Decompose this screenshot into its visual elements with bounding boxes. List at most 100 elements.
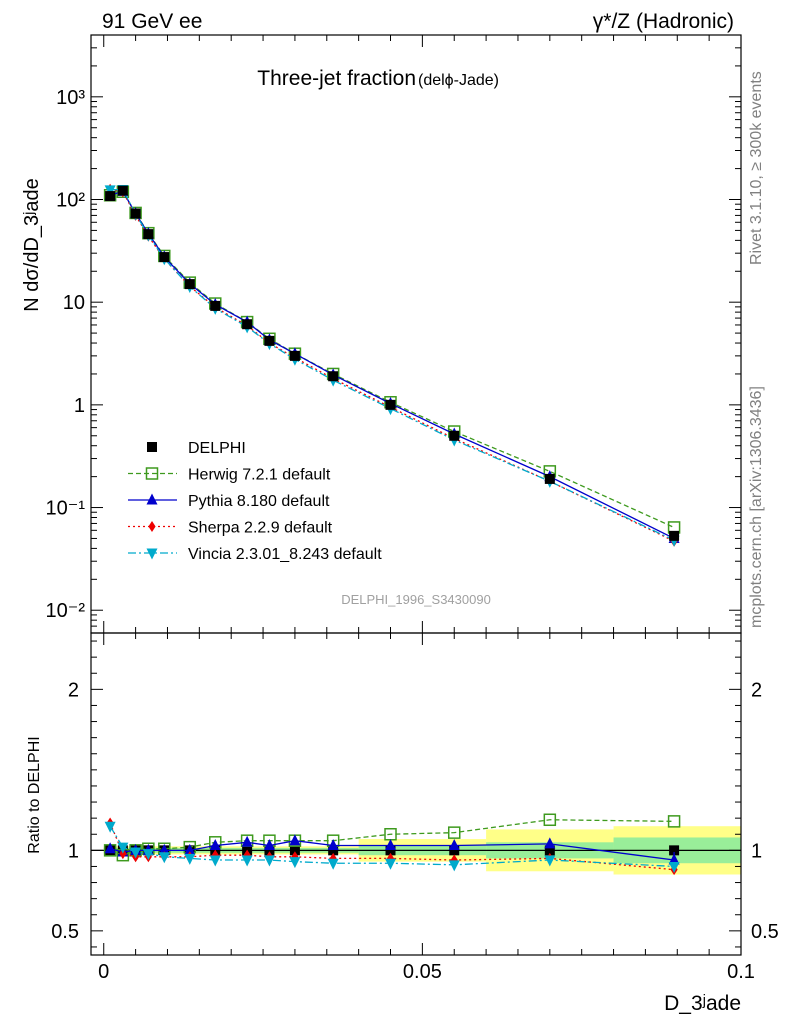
data-point (264, 845, 275, 856)
data-point (264, 335, 275, 346)
data-point (117, 185, 128, 196)
data-point (328, 845, 339, 856)
data-point (184, 853, 196, 865)
legend-label: Pythia 8.180 default (188, 493, 330, 510)
data-point (184, 843, 196, 855)
data-point (104, 821, 116, 833)
data-point (104, 185, 116, 197)
legend-item: Sherpa 2.2.9 default (128, 520, 333, 537)
data-point (448, 860, 460, 872)
data-point (385, 845, 396, 856)
legend-label: DELPHI (188, 440, 246, 457)
data-point (669, 530, 680, 541)
data-point (146, 493, 158, 505)
data-point (289, 834, 301, 846)
data-point (184, 279, 195, 290)
data-point (327, 839, 339, 851)
data-point (117, 842, 129, 854)
data-point (105, 191, 116, 202)
data-point (449, 845, 460, 856)
y-tick-label: 10² (56, 189, 85, 211)
legend-label: Vincia 2.3.01_8.243 default (188, 546, 382, 563)
main-y-axis-label: N dσ/dD_3ʲade (21, 178, 43, 311)
analysis-label: DELPHI_1996_S3430090 (341, 592, 491, 607)
data-point (210, 300, 221, 311)
ratio-panel: 0 0.05 0.1 0.5 0.5 1 1 2 2 Ratio to DELPHI D_3ʲa… (26, 632, 779, 1015)
data-point (104, 842, 116, 854)
data-point (448, 839, 460, 851)
series-pythia (104, 184, 680, 543)
series-line (109, 822, 675, 871)
x-axis-label: D_3ʲade (664, 992, 741, 1015)
data-point (385, 858, 397, 870)
data-point (327, 858, 339, 870)
data-point (158, 843, 170, 855)
ratio-series-layer (103, 813, 681, 876)
legend-label: Herwig 7.2.1 default (188, 467, 331, 484)
data-point (447, 826, 461, 839)
data-point (544, 473, 555, 484)
data-point (209, 855, 221, 867)
series-vincia (104, 821, 680, 873)
chart-title-suffix: (delϕ-Jade) (418, 72, 499, 89)
data-point (669, 845, 680, 856)
data-point (289, 350, 300, 361)
data-point (328, 371, 339, 382)
legend-label: Sherpa 2.2.9 default (188, 520, 333, 537)
y-tick-label: 10 (63, 292, 85, 314)
data-point (148, 521, 156, 532)
legend: DELPHI Herwig 7.2.1 default Pythia 8.180 d… (128, 440, 382, 563)
data-point (667, 815, 681, 828)
y-tick-label: 10³ (56, 87, 85, 109)
data-point (544, 845, 555, 856)
data-point (543, 813, 557, 827)
legend-item: Vincia 2.3.01_8.243 default (128, 546, 382, 563)
data-point (145, 467, 159, 480)
data-point (211, 849, 219, 861)
data-point (385, 399, 396, 410)
header-right-label: γ*/Z (Hadronic) (593, 10, 734, 33)
data-point (142, 849, 154, 861)
data-point (544, 855, 556, 867)
x-tick-label: 0.05 (403, 961, 442, 983)
ratio-y-axis-label: Ratio to DELPHI (26, 736, 43, 853)
main-panel: 10⁻² 10⁻¹ 1 10 10² 10³ Three-jet fraction (de… (21, 34, 742, 634)
data-point (263, 855, 275, 867)
x-tick-label: 0.1 (727, 961, 755, 983)
y-tick-label-right: 2 (751, 679, 762, 701)
legend-item: Herwig 7.2.1 default (128, 467, 331, 484)
x-tick-label: 0 (98, 961, 109, 983)
mcplots-label: mcplots.cern.ch [arXiv:1306.3436] (748, 386, 765, 628)
header-left-label: 91 GeV ee (102, 10, 202, 33)
y-tick-label: 1 (68, 840, 79, 862)
y-tick-label: 10⁻² (46, 600, 86, 622)
data-point (289, 845, 300, 856)
data-point (209, 839, 221, 851)
y-tick-label: 0.5 (51, 921, 79, 943)
data-point (146, 548, 158, 560)
main-frame (90, 34, 742, 634)
series-delphi (105, 185, 680, 541)
main-series-layer (103, 183, 681, 547)
data-point (289, 857, 301, 869)
data-point (130, 208, 141, 219)
data-point (668, 853, 680, 865)
series-line (110, 188, 675, 541)
series-line (109, 190, 675, 540)
y-tick-label-right: 1 (751, 840, 762, 862)
legend-item: DELPHI (147, 440, 246, 457)
data-point (241, 835, 253, 847)
chart-title: Three-jet fraction (257, 67, 416, 90)
data-point (449, 430, 460, 441)
data-point (544, 837, 556, 849)
y-tick-label: 1 (74, 395, 85, 417)
data-point (143, 229, 154, 240)
series-pythia (104, 834, 680, 869)
y-tick-label: 10⁻¹ (46, 498, 86, 520)
data-point (242, 319, 253, 330)
data-point (385, 839, 397, 851)
data-point (159, 252, 170, 263)
data-point (263, 839, 275, 851)
legend-item: Pythia 8.180 default (128, 493, 330, 510)
